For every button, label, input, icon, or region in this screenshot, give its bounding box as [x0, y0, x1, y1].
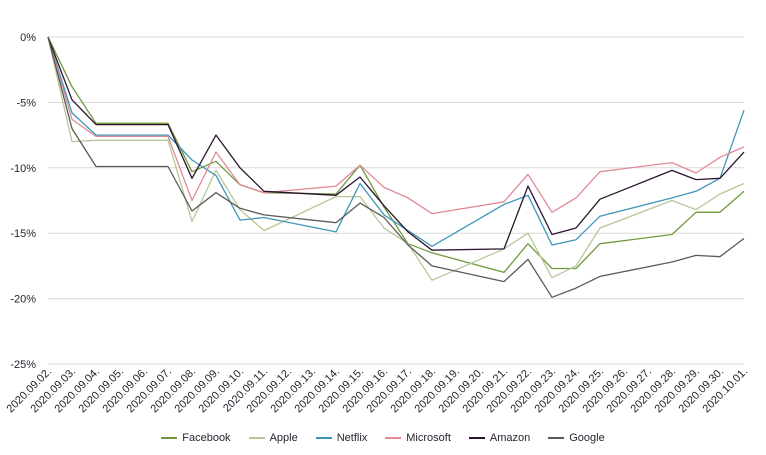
legend-label: Google [569, 432, 605, 444]
legend-swatch [548, 437, 565, 439]
y-tick-label: -25% [10, 359, 36, 371]
y-tick-label: -5% [16, 97, 36, 109]
legend-swatch [315, 437, 332, 439]
y-tick-label: -10% [10, 163, 36, 175]
legend-label: Netflix [336, 432, 368, 444]
grid-lines [48, 36, 744, 365]
series-line-microsoft [47, 36, 745, 215]
legend-label: Facebook [182, 432, 231, 444]
legend-label: Apple [269, 432, 298, 444]
legend-item-google: Google [548, 428, 605, 448]
legend-item-facebook: Facebook [161, 428, 231, 448]
legend-item-apple: Apple [248, 428, 298, 448]
legend-swatch [248, 437, 265, 439]
legend-item-amazon: Amazon [468, 428, 531, 448]
series-line-amazon [47, 36, 745, 251]
chart-legend: Facebook Apple Netflix Microsoft Amazon Googl… [0, 428, 766, 448]
legend-swatch [161, 437, 178, 439]
legend-label: Microsoft [406, 432, 451, 444]
x-axis-ticks: 2020.09.02.2020.09.03.2020.09.04.2020.09… [5, 366, 751, 416]
legend-swatch [468, 437, 485, 439]
y-tick-label: 0% [20, 32, 36, 44]
legend-item-netflix: Netflix [315, 428, 368, 448]
legend-label: Amazon [489, 432, 531, 444]
y-tick-label: -20% [10, 294, 36, 306]
series-line-apple [47, 36, 745, 281]
series-line-google [47, 36, 745, 298]
series-line-facebook [47, 36, 745, 274]
legend-swatch [385, 437, 402, 439]
y-axis-ticks: 0% -5% -10% -15% -20% -25% [10, 32, 36, 371]
legend-item-microsoft: Microsoft [385, 428, 451, 448]
series-line-netflix [47, 36, 745, 247]
y-tick-label: -15% [10, 228, 36, 240]
series-lines [47, 36, 745, 298]
